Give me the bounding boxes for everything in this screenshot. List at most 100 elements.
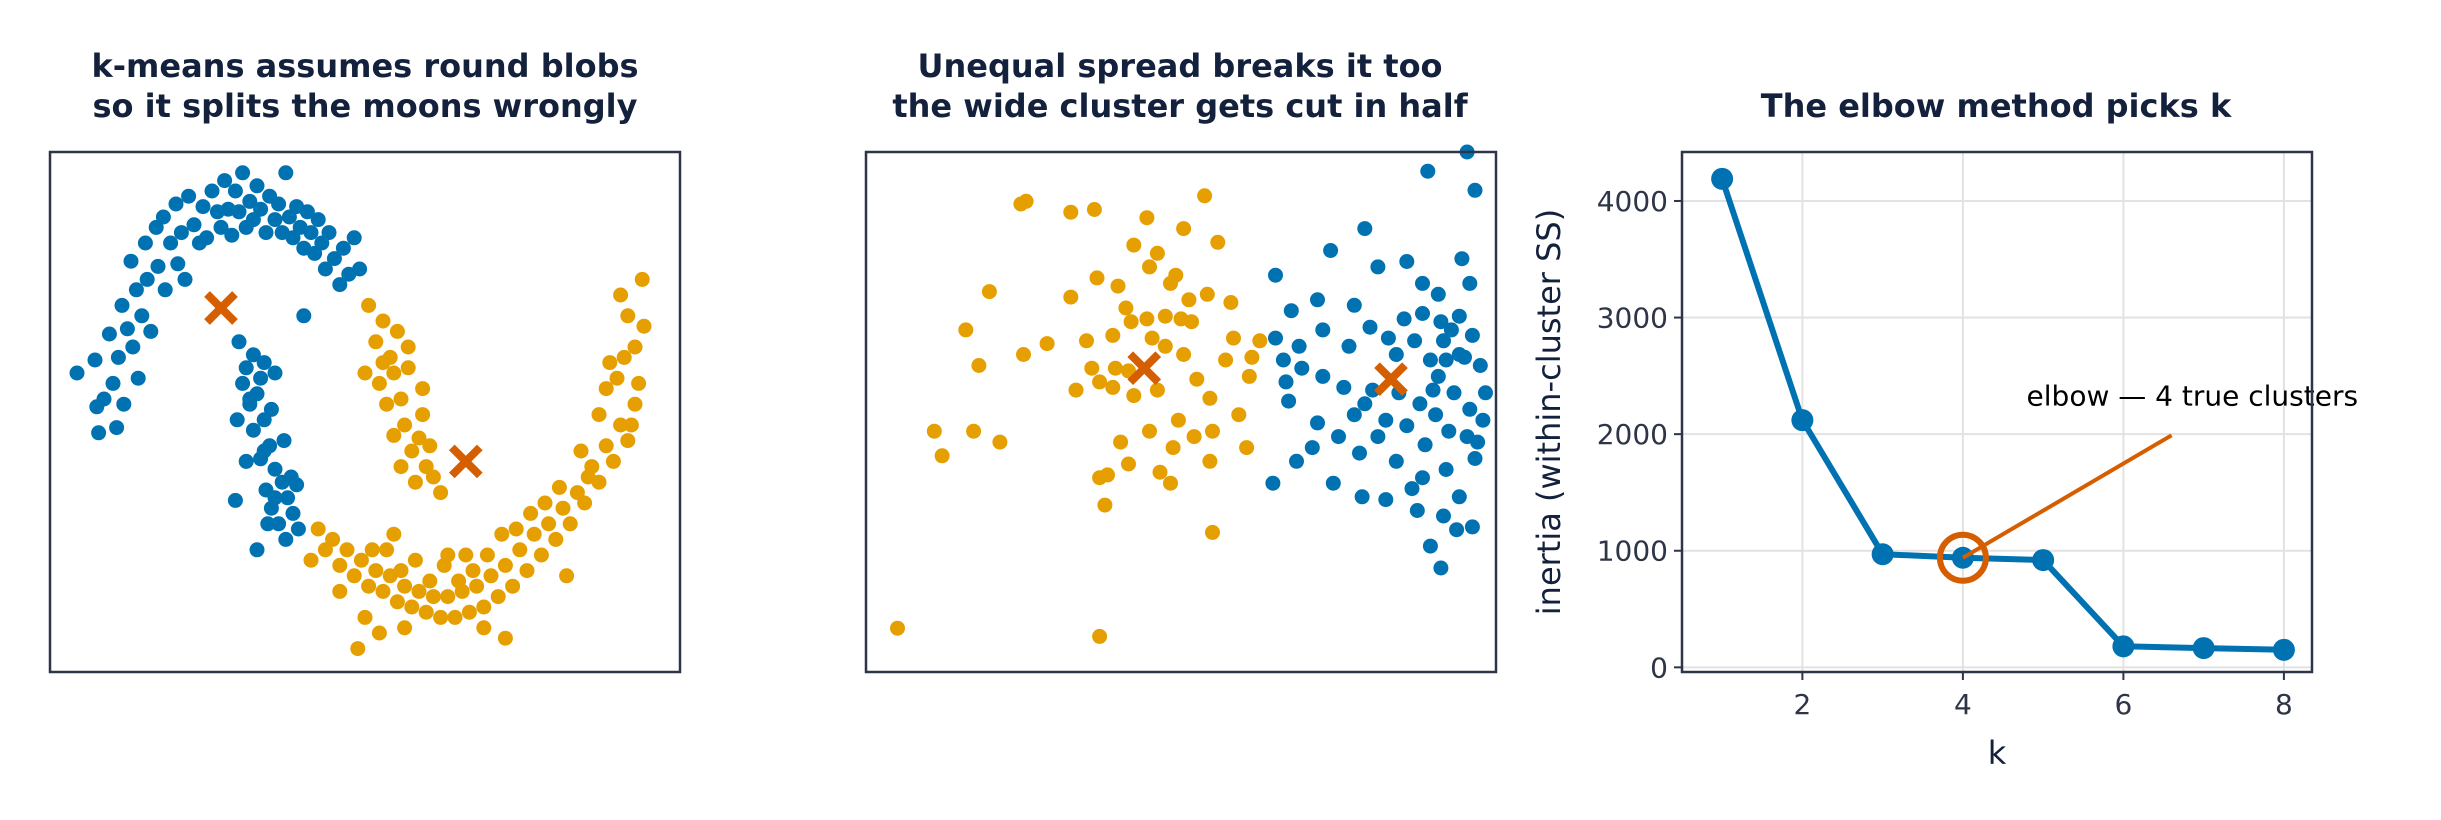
panel1-point-series2 — [555, 500, 571, 516]
panel2-point-series1 — [1126, 388, 1142, 404]
panel1-point-series2 — [580, 469, 596, 485]
panel2-point-series1 — [1139, 210, 1155, 226]
x-tick-label: 6 — [2114, 688, 2132, 721]
panel2-point-series1 — [1163, 475, 1178, 491]
panel2-point-series1 — [1157, 308, 1173, 324]
panel1-point-series1 — [139, 271, 155, 287]
panel2-point-series2 — [1341, 338, 1357, 354]
panel1-point-series1 — [242, 391, 258, 407]
panel1-point-series1 — [245, 347, 261, 363]
panel1-point-series1 — [299, 204, 315, 220]
inertia-point — [2112, 635, 2135, 658]
panel1-point-series1 — [256, 443, 272, 459]
panel2-point-series2 — [1378, 492, 1394, 508]
panel1-point-series2 — [407, 552, 423, 568]
panel1-point-series2 — [476, 620, 492, 636]
panel1-point-series1 — [280, 490, 296, 506]
panel2-point-series2 — [1451, 489, 1467, 505]
panel2-point-series1 — [1239, 440, 1255, 456]
panel2-point-series1 — [1086, 202, 1102, 217]
panel1-point-series2 — [497, 630, 513, 646]
panel2-point-series2 — [1422, 538, 1438, 554]
panel2-point-series2 — [1289, 453, 1304, 469]
panel2-point-series1 — [1113, 434, 1129, 450]
x-tick-label: 2 — [1793, 688, 1811, 721]
panel2-point-series1 — [981, 284, 997, 300]
panel1-point-series2 — [310, 521, 326, 537]
panel2-point-series1 — [1092, 628, 1108, 644]
panel2-point-series2 — [1457, 349, 1472, 365]
panel1-point-series2 — [404, 599, 420, 615]
panel1-point-series1 — [285, 505, 301, 521]
panel1-point-series1 — [267, 212, 283, 228]
panel1-point-series2 — [602, 355, 618, 371]
panel1-point-series1 — [271, 516, 287, 532]
panel1-point-series1 — [128, 282, 144, 298]
panel1-point-series2 — [404, 443, 420, 459]
panel1-point-series2 — [368, 334, 384, 350]
inertia-point — [1791, 409, 1814, 432]
panel1-point-series2 — [389, 594, 405, 610]
panel1-point-series2 — [368, 563, 384, 579]
panel2-point-series2 — [1275, 352, 1291, 368]
panel1-point-series1 — [91, 425, 107, 441]
panel1-point-series1 — [181, 188, 197, 204]
panel1-point-series2 — [393, 391, 409, 407]
panel2-point-series2 — [1336, 379, 1352, 395]
panel3-title-line1: The elbow method picks k — [1760, 87, 2232, 125]
panel1-point-series2 — [523, 505, 539, 521]
panel1-point-series2 — [303, 552, 319, 568]
panel1-point-series1 — [249, 542, 265, 558]
panel2-point-series1 — [1252, 333, 1268, 349]
panel1-point-series1 — [229, 412, 245, 428]
panel1-point-series2 — [562, 516, 578, 532]
panel2-point-series2 — [1425, 382, 1441, 398]
panel2-point-series1 — [1176, 221, 1192, 237]
panel2-point-series1 — [1142, 423, 1157, 439]
panel1-point-series1 — [260, 516, 276, 532]
panel1-point-series1 — [213, 219, 229, 235]
panel1-point-series1 — [168, 196, 184, 212]
panel1-point-series2 — [375, 313, 391, 329]
panel2-point-series2 — [1430, 368, 1446, 384]
panel2-point-series1 — [1197, 188, 1213, 204]
panel1-point-series2 — [541, 516, 557, 532]
panel1-point-series1 — [105, 375, 121, 391]
inertia-point — [2032, 549, 2055, 572]
panel1-point-series1 — [87, 352, 103, 368]
panel1-point-series1 — [116, 396, 132, 412]
panel1-point-series2 — [440, 589, 456, 605]
panel1-point-series2 — [533, 547, 549, 563]
panel2-point-series2 — [1265, 475, 1281, 491]
y-tick-label: 1000 — [1597, 535, 1668, 568]
panel1-point-series1 — [289, 477, 305, 493]
panel1-point-series2 — [411, 583, 427, 599]
panel1-point-series2 — [620, 433, 636, 449]
panel1-point-series2 — [519, 563, 535, 579]
panel2-point-series1 — [1084, 360, 1100, 376]
panel2-point-series1 — [1123, 314, 1139, 330]
panel1-point-series2 — [551, 479, 567, 495]
panel1-point-series1 — [271, 196, 287, 212]
panel1-point-series2 — [393, 563, 409, 579]
panel2-point-series1 — [971, 358, 987, 373]
panel2-point-series2 — [1454, 251, 1470, 267]
panel2-point-series2 — [1357, 221, 1373, 237]
inertia-line — [1719, 177, 2284, 653]
x-axis-label: k — [1988, 734, 2007, 772]
panel1-point-series2 — [386, 427, 402, 443]
panel1-point-series1 — [267, 490, 283, 506]
inertia-point — [1871, 543, 1894, 566]
panel2-point-series2 — [1291, 338, 1307, 354]
panel1-point-series2 — [598, 381, 614, 397]
panel1-point-series2 — [623, 417, 639, 433]
panel1-point-series1 — [310, 212, 326, 228]
panel1-point-series2 — [447, 609, 463, 625]
panel1-point-series1 — [114, 297, 130, 313]
panel1-point-series1 — [130, 370, 146, 386]
panel1-point-series2 — [573, 443, 589, 459]
panel2-point-series1 — [934, 448, 950, 464]
panel1-point-series1 — [253, 201, 269, 217]
panel1-point-series1 — [290, 521, 306, 537]
